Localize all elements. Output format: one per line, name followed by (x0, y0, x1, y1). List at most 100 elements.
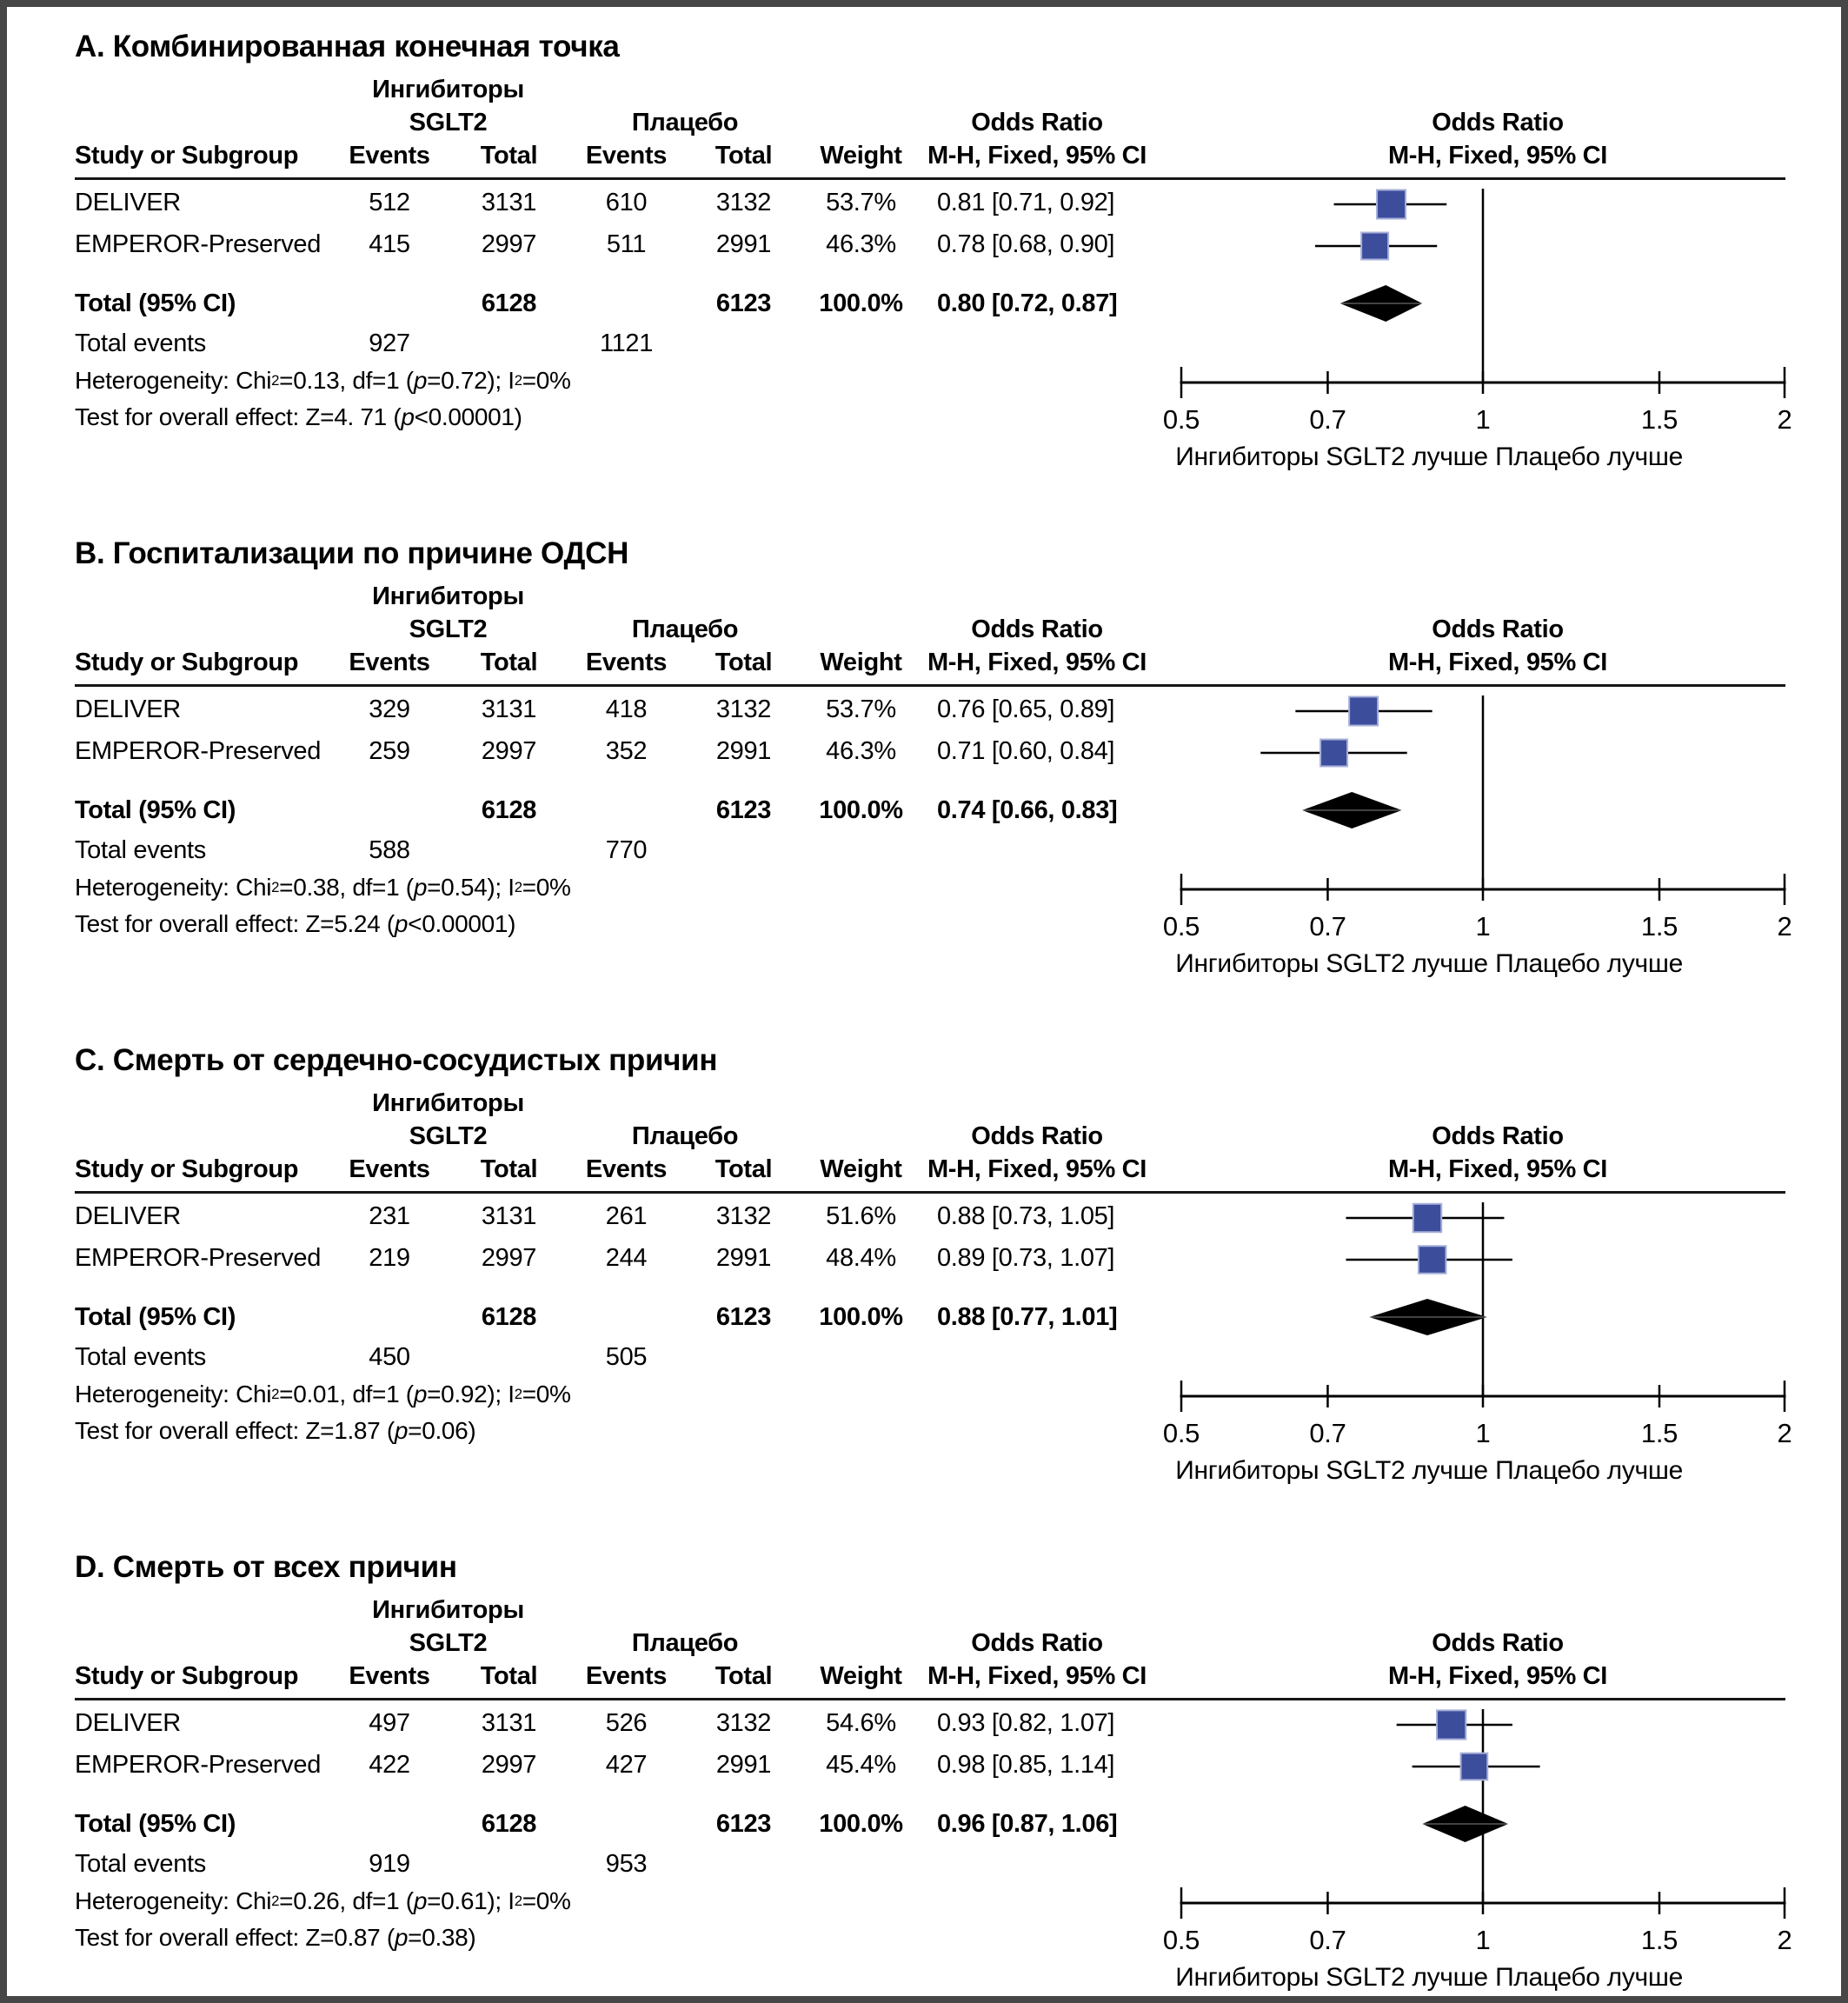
column-total-placebo: Total (715, 1662, 773, 1690)
heterogeneity-text: Heterogeneity: Chi 2 =0.01, df=1 (p =0.92);… (75, 1381, 571, 1407)
panel-title: В. Госпитализации по причине ОДСН (75, 536, 629, 570)
table-body: DELIVER 231 3131 261 3132 51.6% 0.88 [0.… (7, 1195, 1841, 1486)
total-label: Total (95% CI) (75, 795, 236, 824)
column-group-placebo: Плацебо (631, 1629, 739, 1657)
or-ci-value: 0.76 [0.65, 0.89] (937, 695, 1115, 723)
or-ci-value: 0.81 [0.71, 0.92] (937, 188, 1115, 216)
axis-tick-label: 1 (1476, 1418, 1491, 1448)
total-or-ci: 0.88 [0.77, 1.01] (937, 1302, 1118, 1331)
study-row: EMPEROR-Preserved 259 2997 352 2991 46.3… (7, 730, 1841, 772)
or-ci-value: 0.93 [0.82, 1.07] (937, 1708, 1115, 1737)
total-placebo-value: 2991 (715, 736, 772, 765)
column-group-sglt2-line1: Ингибиторы (372, 582, 524, 610)
forest-plot-svg: 0.5 0.7 1 1.5 2 Ингибиторы SGLT2 лучше Плацебо… (1163, 189, 1792, 471)
total-placebo-sum: 6123 (715, 1302, 772, 1331)
forest-plot: 0.5 0.7 1 1.5 2 Ингибиторы SGLT2 лучше Плацебо… (1154, 182, 1841, 482)
study-row: DELIVER 497 3131 526 3132 54.6% 0.93 [0.… (7, 1702, 1841, 1744)
total-placebo-value: 2991 (715, 1750, 772, 1779)
column-events-placebo: Events (585, 1662, 668, 1690)
forest-panel: А. Комбинированная конечная точка Ингиби… (7, 16, 1841, 522)
total-sglt2-sum: 6128 (481, 1809, 537, 1838)
events-sglt2-value: 512 (369, 188, 410, 216)
overall-effect-text: Test for overall effect: Z=5.24 (p <0.00… (75, 910, 516, 937)
or-marker (1436, 1709, 1467, 1740)
or-ci-value: 0.88 [0.73, 1.05] (937, 1201, 1115, 1230)
axis-tick-label: 0.5 (1163, 404, 1200, 435)
forest-panel: С. Смерть от сердечно-сосудистых причин … (7, 1029, 1841, 1536)
total-or-ci: 0.80 [0.72, 0.87] (937, 289, 1118, 317)
total-weight: 100.0% (819, 1302, 903, 1331)
study-row: DELIVER 231 3131 261 3132 51.6% 0.88 [0.… (7, 1195, 1841, 1237)
total-sglt2-value: 3131 (481, 1201, 537, 1230)
column-total-sglt2: Total (480, 1155, 538, 1183)
column-study-or-subgroup: Study or Subgroup (75, 1155, 299, 1183)
table-body: DELIVER 512 3131 610 3132 53.7% 0.81 [0.… (7, 182, 1841, 472)
weight-value: 54.6% (826, 1708, 896, 1737)
footer-label-right: Плацебо лучше (1495, 443, 1683, 471)
column-or-ci: M-H, Fixed, 95% CI (927, 1155, 1147, 1183)
axis-tick-label: 0.7 (1309, 1418, 1346, 1448)
axis-tick-label: 1 (1476, 404, 1491, 435)
column-events-sglt2: Events (349, 142, 430, 170)
study-name: EMPEROR-Preserved (75, 736, 322, 765)
total-or-ci: 0.96 [0.87, 1.06] (937, 1809, 1118, 1838)
column-odds-ratio-title: Odds Ratio (971, 109, 1103, 136)
total-sglt2-value: 3131 (481, 1708, 537, 1737)
total-events-placebo: 505 (605, 1342, 648, 1371)
total-placebo-value: 3132 (715, 1708, 772, 1737)
total-row: Total (95% CI) 6128 6123 100.0% 0.88 [0.… (7, 1296, 1841, 1338)
total-events-row: Total events 450 505 (7, 1338, 1841, 1376)
total-placebo-value: 2991 (715, 230, 772, 258)
events-sglt2-value: 497 (369, 1708, 410, 1737)
events-placebo-value: 418 (605, 695, 648, 723)
axis-tick-label: 0.5 (1163, 1418, 1200, 1448)
column-weight: Weight (820, 649, 902, 676)
study-name: DELIVER (75, 1708, 181, 1737)
total-sglt2-value: 2997 (481, 230, 537, 258)
events-sglt2-value: 415 (369, 230, 410, 258)
column-events-sglt2: Events (349, 649, 430, 676)
column-total-placebo: Total (715, 649, 773, 676)
axis-tick-label: 2 (1778, 1418, 1792, 1448)
total-label: Total (95% CI) (75, 289, 236, 317)
total-placebo-value: 3132 (715, 695, 772, 723)
total-weight: 100.0% (819, 1809, 903, 1838)
study-name: EMPEROR-Preserved (75, 230, 322, 258)
column-weight: Weight (820, 1662, 902, 1690)
total-placebo-value: 3132 (715, 188, 772, 216)
or-ci-value: 0.98 [0.85, 1.14] (937, 1750, 1115, 1779)
heterogeneity-text: Heterogeneity: Chi 2 =0.38, df=1 (p =0.54);… (75, 874, 571, 901)
column-events-placebo: Events (585, 142, 668, 170)
forest-plot: 0.5 0.7 1 1.5 2 Ингибиторы SGLT2 лучше Плацебо… (1154, 1195, 1841, 1495)
total-weight: 100.0% (819, 795, 903, 824)
axis-tick-label: 2 (1778, 404, 1792, 435)
total-events-sglt2: 919 (369, 1849, 410, 1878)
panel-title: А. Комбинированная конечная точка (75, 30, 620, 63)
column-group-sglt2-line2: SGLT2 (409, 616, 488, 643)
total-weight: 100.0% (819, 289, 903, 317)
total-events-label: Total events (75, 835, 206, 864)
footer-label-right: Плацебо лучше (1495, 1963, 1683, 1992)
study-name: DELIVER (75, 1201, 181, 1230)
weight-value: 46.3% (826, 230, 896, 258)
column-study-or-subgroup: Study or Subgroup (75, 1662, 299, 1690)
total-sglt2-value: 2997 (481, 1243, 537, 1272)
column-study-or-subgroup: Study or Subgroup (75, 142, 299, 170)
events-placebo-value: 261 (605, 1201, 648, 1230)
forest-plot-svg: 0.5 0.7 1 1.5 2 Ингибиторы SGLT2 лучше Плацебо… (1163, 1709, 1792, 1992)
events-placebo-value: 511 (606, 230, 647, 258)
study-row: EMPEROR-Preserved 415 2997 511 2991 46.3… (7, 223, 1841, 265)
axis-tick-label: 0.5 (1163, 911, 1200, 942)
events-placebo-value: 610 (605, 188, 648, 216)
forest-plot: 0.5 0.7 1 1.5 2 Ингибиторы SGLT2 лучше Плацебо… (1154, 1702, 1841, 1996)
study-name: EMPEROR-Preserved (75, 1243, 322, 1272)
column-group-sglt2-line1: Ингибиторы (372, 76, 524, 103)
axis-tick-label: 1.5 (1641, 1925, 1678, 1955)
axis-tick-label: 1 (1476, 911, 1491, 942)
pooled-diamond (1369, 1299, 1487, 1335)
column-group-sglt2-line1: Ингибиторы (372, 1089, 524, 1117)
column-weight: Weight (820, 142, 902, 170)
column-odds-ratio-title: Odds Ratio (971, 1122, 1103, 1150)
total-sglt2-value: 2997 (481, 736, 537, 765)
